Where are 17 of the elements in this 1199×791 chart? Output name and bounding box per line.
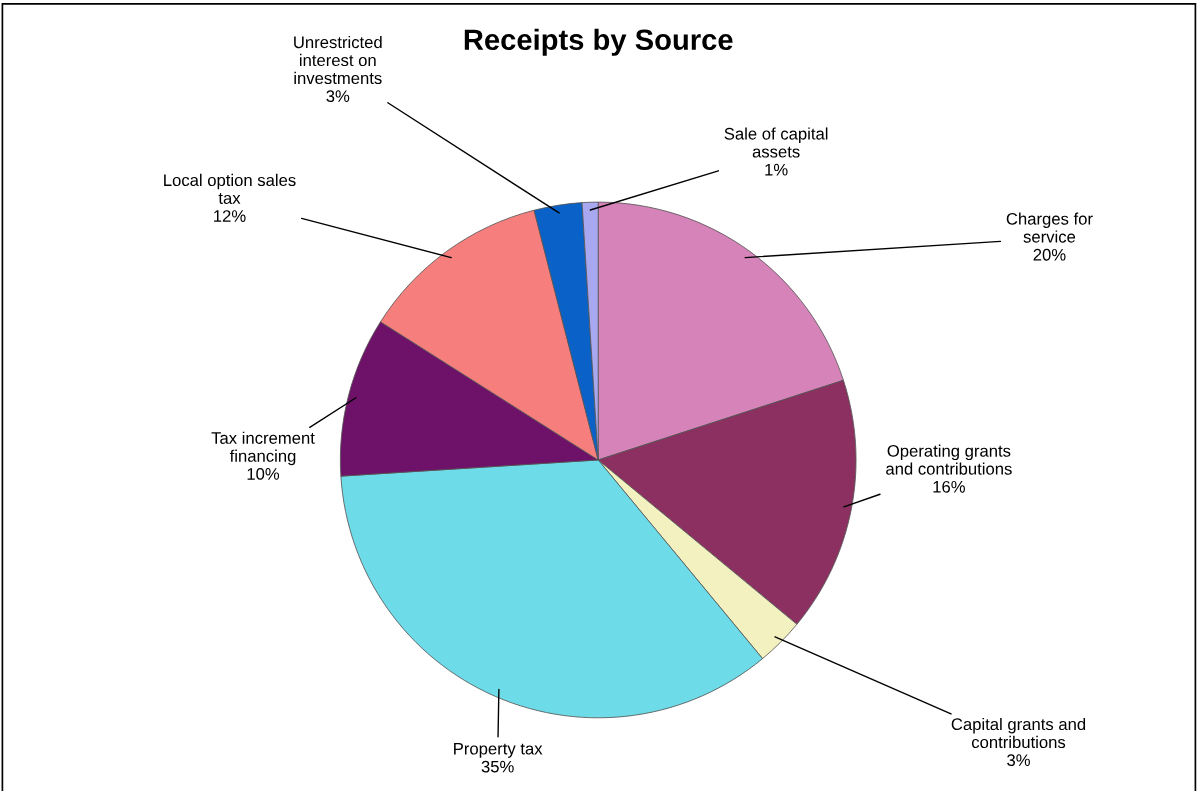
data-label: 12%: [214, 210, 246, 222]
slice-label: Operating grants and contributions: [886, 444, 1012, 475]
data-label: 3%: [326, 90, 350, 103]
slice-label: Charges for service: [1006, 212, 1093, 243]
data-label: 1%: [765, 163, 788, 176]
slice-label: Property tax: [454, 742, 543, 758]
slice-label: Sale of capital assets: [724, 127, 828, 158]
data-label: 35%: [481, 760, 514, 773]
data-label: 3%: [1007, 754, 1030, 767]
chart-title: Receipts by Source: [464, 28, 733, 56]
slice-label: Unrestricted interest on investments: [294, 35, 382, 85]
data-label: 20%: [1033, 248, 1066, 261]
data-label: 10%: [247, 468, 280, 480]
data-label: 16%: [933, 480, 965, 493]
slice-label: Capital grants and contributions: [951, 717, 1086, 749]
slice-label: Local option sales tax: [164, 173, 296, 205]
slice-label: Tax increment financing: [211, 431, 315, 466]
